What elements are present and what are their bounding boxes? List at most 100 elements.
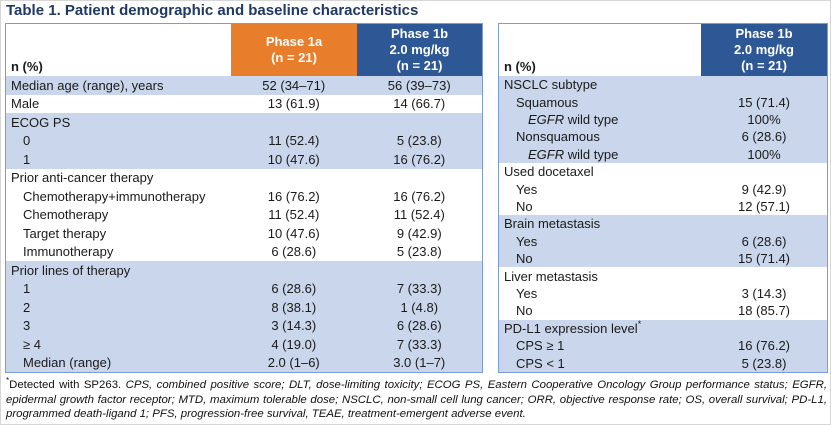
row-value: 6 (28.6) <box>396 318 442 334</box>
row-value: 11 (52.4) <box>268 207 320 223</box>
header-line: Phase 1b <box>735 26 793 41</box>
row-label: Chemotherapy+immunotherapy <box>23 188 206 204</box>
table-row: Yes 3 (14.3) <box>499 285 827 302</box>
row-value: 16 (76.2) <box>393 151 446 167</box>
row-label: Yes <box>516 286 538 302</box>
table-row: Immunotherapy 6 (28.6) 5 (23.8) <box>6 243 482 262</box>
table-row: Chemotherapy 11 (52.4) 11 (52.4) <box>6 206 482 225</box>
table-row: No 15 (71.4) <box>499 250 827 268</box>
row-label: Chemotherapy <box>23 207 109 223</box>
row-label: No <box>516 251 533 267</box>
row-value: 2.0 (1–6) <box>267 355 320 371</box>
row-value: 15 (71.4) <box>737 251 791 267</box>
table-row: 2 8 (38.1) 1 (4.8) <box>6 298 482 317</box>
header-line: Phase 1b <box>390 26 449 41</box>
row-label: Squamous <box>516 94 579 110</box>
row-value: 6 (28.6) <box>741 233 787 249</box>
row-value: 15 (71.4) <box>737 94 791 110</box>
row-label: 3 <box>23 318 31 334</box>
row-label: Immunotherapy <box>23 244 114 260</box>
row-value: 100% <box>747 146 781 162</box>
table-row: Prior lines of therapy <box>6 261 482 280</box>
row-label: Male <box>11 96 40 112</box>
row-value: 10 (47.6) <box>267 225 320 241</box>
row-label: Used docetaxel <box>504 164 594 180</box>
table-row: EGFR wild type 100% <box>499 110 827 129</box>
row-label: EGFR wild type <box>528 146 619 162</box>
row-label: ECOG PS <box>11 114 71 130</box>
row-value: 9 (42.9) <box>396 225 442 241</box>
left-table-header: n (%) Phase 1a (n = 21) Phase 1b 2.0 mg/… <box>6 24 482 76</box>
row-label: No <box>516 303 533 319</box>
row-label: Target therapy <box>23 225 107 241</box>
row-value: 18 (85.7) <box>737 303 791 319</box>
table-row: Squamous 15 (71.4) <box>499 93 827 111</box>
table-row: Nonsquamous 6 (28.6) <box>499 128 827 146</box>
header-line: (n = 21) <box>396 58 443 73</box>
row-value: 6 (28.6) <box>271 281 317 297</box>
row-label: 2 <box>23 299 31 315</box>
table-row: 3 3 (14.3) 6 (28.6) <box>6 316 482 335</box>
row-value: 4 (19.0) <box>271 336 317 352</box>
row-value: 3.0 (1–7) <box>393 355 446 371</box>
row-label: Nonsquamous <box>516 129 600 145</box>
footnote-asterisk: * <box>6 376 10 386</box>
table-row: ECOG PS <box>6 113 482 132</box>
table-row: Yes 6 (28.6) <box>499 232 827 251</box>
row-label: Median age (range), years <box>11 77 164 93</box>
row-label: No <box>516 199 533 215</box>
table-row: EGFR wild type 100% <box>499 145 827 164</box>
table-row: Median age (range), years 52 (34–71) 56 (3… <box>6 76 482 95</box>
left-header-phase1b-column: Phase 1b 2.0 mg/kg (n = 21) <box>357 24 482 76</box>
header-line: (n = 21) <box>271 50 317 65</box>
right-header-n-percent: n (%) <box>504 59 536 74</box>
table-row: Brain metastasis <box>499 215 827 233</box>
table-row: Yes 9 (42.9) <box>499 180 827 197</box>
left-table: n (%) Phase 1a (n = 21) Phase 1b 2.0 mg/… <box>5 23 483 373</box>
footnote-plain-text: Detected with SP263. <box>9 379 122 391</box>
row-label: PD-L1 expression level* <box>504 318 642 336</box>
table-row: PD-L1 expression level* <box>499 318 827 338</box>
row-value: 13 (61.9) <box>267 96 320 112</box>
row-value: 16 (76.2) <box>393 188 446 204</box>
row-label: NSCLC subtype <box>504 77 598 93</box>
table-title: Table 1. Patient demographic and baselin… <box>6 2 419 19</box>
table-row: CPS < 1 5 (23.8) <box>499 354 827 372</box>
row-value: 14 (66.7) <box>393 96 446 112</box>
row-value: 56 (39–73) <box>387 77 451 93</box>
row-label: ≥ 4 <box>23 336 41 352</box>
row-value: 11 (52.4) <box>393 207 445 223</box>
row-value: 5 (23.8) <box>396 133 442 149</box>
row-value: 8 (38.1) <box>271 299 317 315</box>
row-value: 16 (76.2) <box>267 188 320 204</box>
row-value: 3 (14.3) <box>271 318 317 334</box>
table-row: Male 13 (61.9) 14 (66.7) <box>6 95 482 114</box>
table-row: ≥ 4 4 (19.0) 7 (33.3) <box>6 335 482 354</box>
row-label: EGFR wild type <box>528 112 619 128</box>
row-value: 7 (33.3) <box>396 281 442 297</box>
table-row: No 18 (85.7) <box>499 302 827 319</box>
table-row: 0 11 (52.4) 5 (23.8) <box>6 131 482 150</box>
row-label: CPS ≥ 1 <box>516 338 565 354</box>
table-row: Liver metastasis <box>499 267 827 284</box>
table-row: Used docetaxel <box>499 163 827 180</box>
row-label: Liver metastasis <box>504 268 598 284</box>
row-value: 12 (57.1) <box>737 199 791 215</box>
header-line: Phase 1a <box>265 34 323 49</box>
footnote-abbreviations: CPS, combined positive score; DLT, dose-… <box>6 379 828 421</box>
left-header-n-percent: n (%) <box>11 59 43 74</box>
table-row: CPS ≥ 1 16 (76.2) <box>499 337 827 355</box>
row-value: 16 (76.2) <box>737 338 791 354</box>
row-value: 5 (23.8) <box>741 355 787 371</box>
table-row: 1 10 (47.6) 16 (76.2) <box>6 150 482 169</box>
table-row: No 12 (57.1) <box>499 198 827 215</box>
table-row: NSCLC subtype <box>499 76 827 94</box>
right-table-header: n (%) Phase 1b 2.0 mg/kg (n = 21) <box>499 24 827 76</box>
row-label: CPS < 1 <box>516 355 565 371</box>
table-row: Target therapy 10 (47.6) 9 (42.9) <box>6 224 482 243</box>
row-value: 100% <box>747 112 781 128</box>
row-value: 52 (34–71) <box>262 77 326 93</box>
row-label: 0 <box>23 133 31 149</box>
left-table-body: Median age (range), years 52 (34–71) 56 (3… <box>6 76 482 372</box>
